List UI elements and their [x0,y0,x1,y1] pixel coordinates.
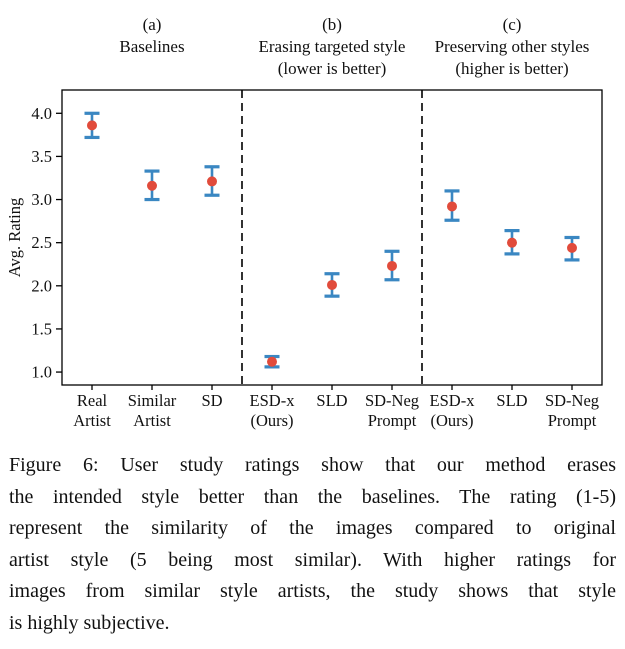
x-tick-label: ESD-x [250,391,296,410]
caption-line: represent the similarity of the images c… [9,517,616,539]
panel-title-line: Baselines [119,37,184,56]
y-tick-label: 2.5 [31,233,52,252]
caption-line: images from similar style artists, the s… [9,580,616,602]
x-tick-label: Prompt [368,411,417,430]
panel-title-line: (lower is better) [278,59,387,78]
caption-line: is highly subjective. [9,611,170,634]
figure-caption: Figure 6: User study ratings show that o… [9,450,616,639]
figure6-chart: 1.0 1.5 2.0 2.5 3.0 3.5 4.0 Avg. Rating (a) Basel… [5,15,603,430]
panel-tag: (c) [503,15,522,34]
x-tick-label: Similar [128,391,177,410]
y-tick-label: 3.0 [31,190,52,209]
panel-tag: (b) [322,15,342,34]
data-point [147,180,157,191]
data-point [447,201,457,212]
x-tick-label: Artist [133,411,171,430]
x-tick-label: SD-Neg [545,391,599,410]
caption-line: the intended style better than the basel… [9,485,616,508]
data-point [567,242,577,253]
y-axis-label: Avg. Rating [5,198,24,277]
data-point [387,260,397,271]
x-tick-label: Artist [73,411,111,430]
y-tick-label: 4.0 [31,104,52,123]
data-point [207,176,217,187]
plot-border [61,89,603,386]
y-tick-label: 1.5 [31,319,52,338]
y-tick-label: 3.5 [31,147,52,166]
data-point [327,279,337,290]
data-point [87,120,97,131]
x-tick-label: SD [201,391,222,410]
y-tick-label: 1.0 [31,363,52,382]
panel-title-line: (higher is better) [455,59,568,78]
data-point [507,237,517,248]
x-tick-label: SD-Neg [365,391,419,410]
caption-line: Figure 6: User study ratings show that o… [9,454,616,476]
panel-tag: (a) [143,15,162,34]
x-tick-label: SLD [496,391,527,410]
x-tick-label: Real [77,391,108,410]
x-tick-label: SLD [316,391,347,410]
data-point [267,356,277,367]
panel-title-line: Erasing targeted style [259,37,406,56]
x-tick-label: ESD-x [430,391,476,410]
caption-line: artist style (5 being most similar). Wit… [9,548,616,571]
y-tick-label: 2.0 [31,276,52,295]
x-tick-label: Prompt [548,411,597,430]
panel-title-line: Preserving other styles [435,37,590,56]
x-tick-label: (Ours) [430,411,473,430]
x-tick-label: (Ours) [250,411,293,430]
